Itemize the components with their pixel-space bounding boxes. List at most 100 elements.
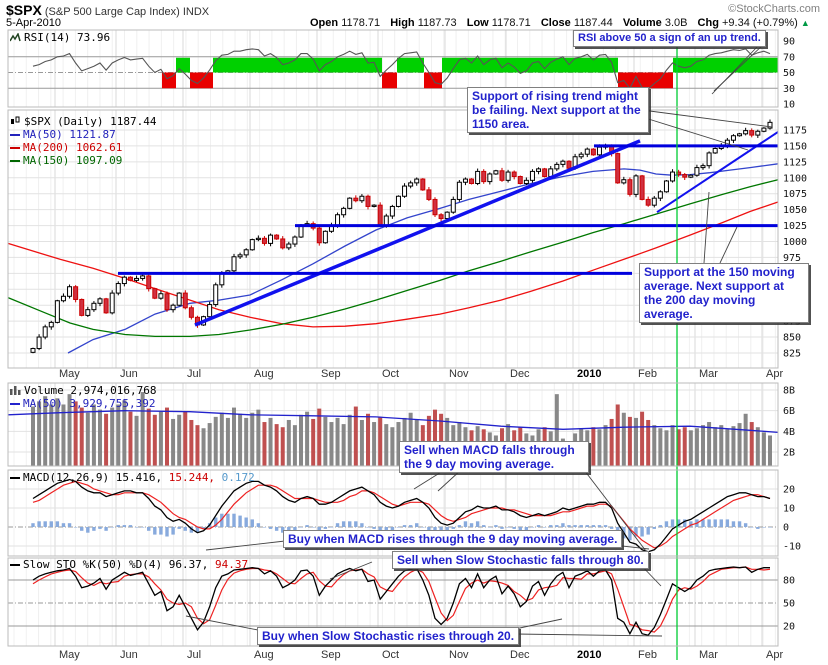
svg-text:20: 20	[783, 622, 795, 633]
month-label: Sep	[321, 368, 341, 380]
svg-text:2B: 2B	[783, 448, 795, 459]
ma50-line-icon	[10, 134, 20, 136]
ma50-legend-label: MA(50) 1121.87	[23, 128, 116, 141]
svg-text:90: 90	[783, 37, 795, 48]
svg-text:6B: 6B	[783, 406, 795, 417]
macd-line-icon	[10, 477, 20, 479]
svg-text:4B: 4B	[783, 427, 795, 438]
month-label: Feb	[638, 649, 657, 661]
svg-text:8B: 8B	[783, 386, 795, 397]
ma150-legend-label: MA(150) 1097.09	[23, 154, 123, 167]
vol-panel-border	[7, 382, 779, 467]
rsi-panel	[32, 48, 778, 90]
open-value: 1178.71	[341, 17, 381, 29]
candlestick-panel-icon	[10, 116, 21, 129]
ma150-line-icon	[10, 160, 20, 162]
annotation-macd-sell-note: Sell when MACD falls through the 9 day m…	[399, 441, 589, 473]
svg-text:1000: 1000	[783, 237, 807, 248]
ma200-line-icon	[10, 147, 20, 149]
overlay-MA(150)	[7, 179, 779, 338]
sto-line-icon	[10, 564, 20, 566]
low-value: 1178.71	[491, 17, 531, 29]
svg-text:30: 30	[783, 84, 795, 95]
svg-text:80: 80	[783, 575, 795, 586]
svg-text:825: 825	[783, 348, 801, 359]
trendline	[194, 139, 641, 327]
svg-text:0: 0	[783, 523, 789, 534]
chg-up-arrow-icon: ▲	[800, 18, 810, 28]
vol-ma-legend-label: MA(50) 3,929,755,392	[23, 397, 156, 410]
volume-value: 3.0B	[664, 17, 688, 29]
month-label: Jul	[187, 649, 201, 661]
month-label: Jul	[187, 368, 201, 380]
svg-text:10: 10	[783, 504, 795, 515]
vol-ma-line-icon	[10, 403, 20, 405]
annotation-sto-buy-note: Buy when Slow Stochastic rises through 2…	[257, 627, 520, 645]
month-label: Oct	[382, 649, 399, 661]
month-label: Feb	[638, 368, 657, 380]
volume-legend: Volume 2,974,016,768 MA(50) 3,929,755,39…	[10, 384, 156, 410]
close-label: Close	[540, 17, 571, 29]
sto-legend-label: Slow STO %K(50) %D(4) 96.37,	[23, 558, 209, 571]
svg-text:1025: 1025	[783, 221, 807, 232]
annotation-sto-sell-note: Sell when Slow Stochastic falls through …	[392, 551, 649, 569]
month-label: Aug	[254, 649, 274, 661]
svg-text:1050: 1050	[783, 205, 807, 216]
svg-text:-10: -10	[783, 542, 801, 553]
annotation-rsi-note: RSI above 50 a sign of an up trend.	[573, 30, 766, 47]
chg-value: +9.34 (+0.79%)	[722, 17, 798, 29]
month-label: 2010	[577, 649, 601, 661]
chart-title: $SPX (S&P 500 Large Cap Index) INDX	[6, 2, 209, 20]
svg-text:50: 50	[783, 598, 795, 609]
month-label: Jun	[120, 649, 138, 661]
month-label: Mar	[699, 649, 718, 661]
month-label: Dec	[510, 368, 530, 380]
price-legend-label: $SPX (Daily) 1187.44	[24, 115, 157, 128]
month-label: Dec	[510, 649, 530, 661]
macd-signal-value: 15.244,	[162, 471, 216, 484]
price-panel-border	[7, 109, 779, 369]
annotation-support-note: Support at the 150 moving average. Next …	[639, 263, 809, 323]
svg-text:1175: 1175	[783, 126, 807, 137]
symbol-description: (S&P 500 Large Cap Index) INDX	[41, 6, 210, 18]
sto-legend: Slow STO %K(50) %D(4) 96.37, 94.37	[10, 558, 248, 571]
month-label: Sep	[321, 649, 341, 661]
stockcharts-watermark: ©StockCharts.com	[728, 3, 820, 15]
low-label: Low	[466, 17, 489, 29]
sto-d-value: 94.37	[208, 558, 249, 571]
rsi-legend-label: RSI(14) 73.96	[24, 31, 111, 44]
rsi-panel-icon	[9, 32, 21, 45]
month-label: May	[59, 368, 80, 380]
svg-text:1075: 1075	[783, 189, 807, 200]
chart-date: 5-Apr-2010	[6, 17, 62, 29]
quote-line: Open 1178.71 High 1187.73 Low 1178.71 Cl…	[310, 17, 810, 29]
month-label: Apr	[766, 649, 783, 661]
overlay-MA(50)	[67, 163, 779, 354]
annotation-trend-note: Support of rising trend might be failing…	[467, 87, 649, 133]
high-value: 1187.73	[417, 17, 457, 29]
annotation-macd-buy-note: Buy when MACD rises through the 9 day mo…	[283, 530, 623, 548]
ma200-legend-label: MA(200) 1062.61	[23, 141, 123, 154]
axis-labels: 9070503010117511501125110010751050102510…	[59, 37, 807, 662]
month-label: Nov	[449, 368, 469, 380]
macd-legend: MACD(12,26,9) 15.416, 15.244, 0.172	[10, 471, 255, 484]
month-label: Apr	[766, 368, 783, 380]
svg-text:50: 50	[783, 68, 795, 79]
svg-text:975: 975	[783, 253, 801, 264]
svg-text:850: 850	[783, 333, 801, 344]
trendline	[656, 131, 779, 214]
chg-label: Chg	[697, 17, 719, 29]
svg-text:1125: 1125	[783, 157, 807, 168]
month-label: 2010	[577, 368, 601, 380]
svg-text:1150: 1150	[783, 141, 807, 152]
open-label: Open	[310, 17, 339, 29]
macd-hist-value: 0.172	[215, 471, 255, 484]
rsi-panel-border	[7, 29, 779, 108]
close-value: 1187.44	[573, 17, 613, 29]
high-label: High	[390, 17, 415, 29]
symbol: $SPX	[6, 2, 42, 18]
price-panel	[7, 119, 779, 354]
svg-text:20: 20	[783, 485, 795, 496]
svg-text:70: 70	[783, 52, 795, 63]
